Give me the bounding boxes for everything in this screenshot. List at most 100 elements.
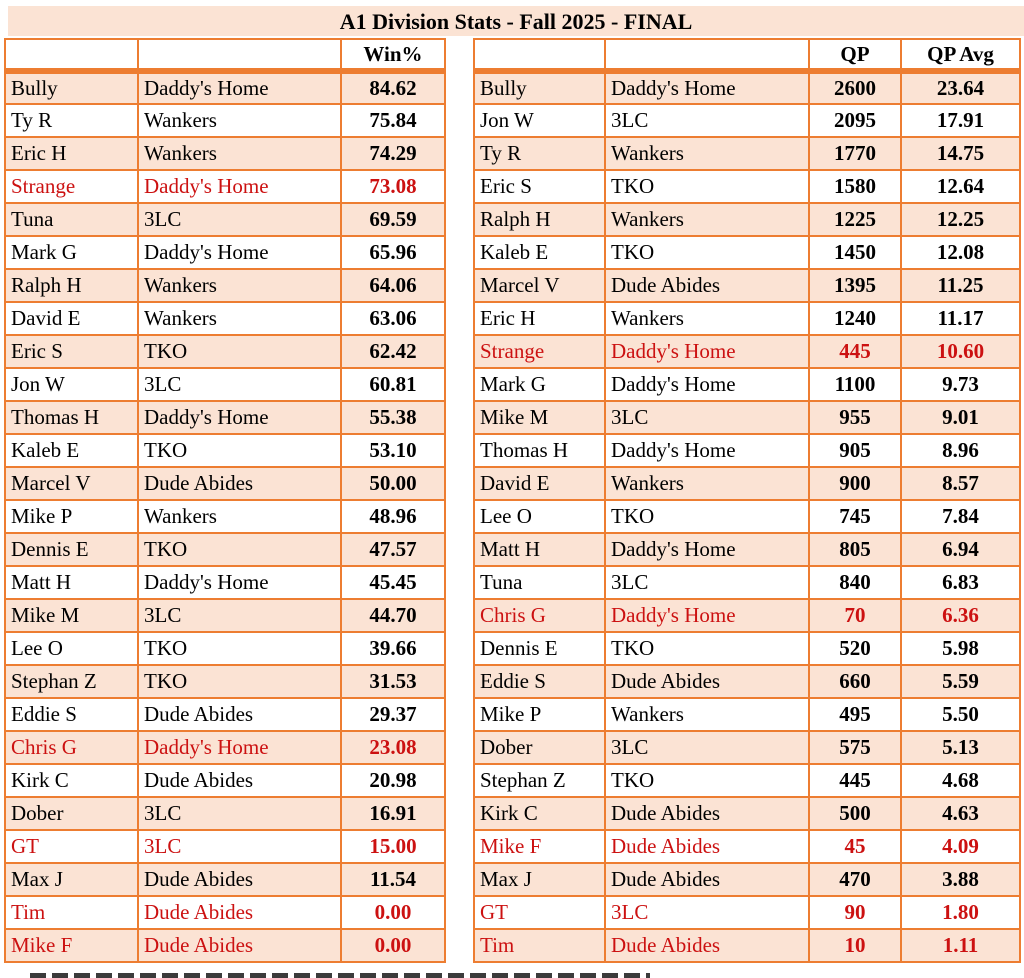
winpct-table-row: Chris G Daddy's Home 23.08	[4, 730, 446, 765]
player-name-cell: GT	[4, 829, 139, 864]
player-name-cell: Tim	[473, 928, 606, 963]
winpct-value-cell: 64.06	[340, 268, 446, 303]
team-name-cell: 3LC	[137, 829, 342, 864]
qp-avg-cell: 7.84	[900, 499, 1021, 534]
team-name-cell: Daddy's Home	[604, 532, 810, 567]
team-name-cell: TKO	[137, 631, 342, 666]
qp-table-row: Kaleb E TKO 1450 12.08	[473, 235, 1021, 270]
winpct-value-cell: 73.08	[340, 169, 446, 204]
team-name-cell: Wankers	[137, 301, 342, 336]
qp-value-cell: 1395	[808, 268, 902, 303]
qp-value-cell: 520	[808, 631, 902, 666]
team-name-cell: Dude Abides	[604, 829, 810, 864]
page-title: A1 Division Stats - Fall 2025 - FINAL	[339, 9, 693, 34]
qp-value-cell: 1580	[808, 169, 902, 204]
team-name-cell: TKO	[137, 334, 342, 369]
qp-table-row: Bully Daddy's Home 2600 23.64	[473, 70, 1021, 105]
qp-value-cell: 10	[808, 928, 902, 963]
qp-avg-cell: 5.98	[900, 631, 1021, 666]
qp-table-row: Mark G Daddy's Home 1100 9.73	[473, 367, 1021, 402]
qp-avg-cell: 5.59	[900, 664, 1021, 699]
qp-avg-cell: 3.88	[900, 862, 1021, 897]
winpct-header-name	[4, 38, 139, 74]
winpct-table-row: Tim Dude Abides 0.00	[4, 895, 446, 930]
winpct-table-row: Stephan Z TKO 31.53	[4, 664, 446, 699]
player-name-cell: Ralph H	[4, 268, 139, 303]
qp-table-row: Stephan Z TKO 445 4.68	[473, 763, 1021, 798]
winpct-table-row: Matt H Daddy's Home 45.45	[4, 565, 446, 600]
player-name-cell: Matt H	[4, 565, 139, 600]
team-name-cell: Dude Abides	[137, 466, 342, 501]
player-name-cell: Kaleb E	[473, 235, 606, 270]
player-name-cell: David E	[4, 301, 139, 336]
winpct-value-cell: 31.53	[340, 664, 446, 699]
team-name-cell: Wankers	[137, 103, 342, 138]
winpct-value-cell: 69.59	[340, 202, 446, 237]
winpct-value-cell: 23.08	[340, 730, 446, 765]
qp-avg-cell: 6.83	[900, 565, 1021, 600]
qp-table-row: Tim Dude Abides 10 1.11	[473, 928, 1021, 963]
qp-value-cell: 1225	[808, 202, 902, 237]
player-name-cell: Max J	[4, 862, 139, 897]
winpct-table-row: Kirk C Dude Abides 20.98	[4, 763, 446, 798]
player-name-cell: Mike F	[4, 928, 139, 963]
player-name-cell: Lee O	[473, 499, 606, 534]
qp-avg-cell: 12.64	[900, 169, 1021, 204]
winpct-value-cell: 48.96	[340, 499, 446, 534]
team-name-cell: Dude Abides	[604, 928, 810, 963]
team-name-cell: Daddy's Home	[604, 367, 810, 402]
player-name-cell: Matt H	[473, 532, 606, 567]
qp-value-cell: 1450	[808, 235, 902, 270]
winpct-table-row: Kaleb E TKO 53.10	[4, 433, 446, 468]
player-name-cell: Eddie S	[4, 697, 139, 732]
team-name-cell: Daddy's Home	[604, 334, 810, 369]
qp-value-cell: 575	[808, 730, 902, 765]
qp-value-cell: 840	[808, 565, 902, 600]
winpct-value-cell: 0.00	[340, 928, 446, 963]
qp-avg-cell: 10.60	[900, 334, 1021, 369]
qp-table-header-row: QP QP Avg	[473, 38, 1021, 74]
qp-value-cell: 2600	[808, 70, 902, 105]
winpct-value-cell: 45.45	[340, 565, 446, 600]
qp-value-cell: 445	[808, 763, 902, 798]
qp-avg-cell: 1.80	[900, 895, 1021, 930]
player-name-cell: Mike F	[473, 829, 606, 864]
player-name-cell: Jon W	[473, 103, 606, 138]
player-name-cell: Tuna	[473, 565, 606, 600]
qp-header-qp-avg: QP Avg	[900, 38, 1021, 74]
qp-value-cell: 90	[808, 895, 902, 930]
qp-table-row: Eric S TKO 1580 12.64	[473, 169, 1021, 204]
qp-avg-cell: 6.36	[900, 598, 1021, 633]
player-name-cell: Strange	[473, 334, 606, 369]
team-name-cell: Dude Abides	[604, 664, 810, 699]
player-name-cell: Tim	[4, 895, 139, 930]
winpct-value-cell: 50.00	[340, 466, 446, 501]
player-name-cell: Dober	[473, 730, 606, 765]
team-name-cell: Wankers	[137, 268, 342, 303]
player-name-cell: GT	[473, 895, 606, 930]
winpct-table-row: Lee O TKO 39.66	[4, 631, 446, 666]
player-name-cell: Ty R	[473, 136, 606, 171]
qp-value-cell: 905	[808, 433, 902, 468]
winpct-table-row: GT 3LC 15.00	[4, 829, 446, 864]
team-name-cell: Dude Abides	[137, 697, 342, 732]
team-name-cell: Dude Abides	[137, 763, 342, 798]
team-name-cell: 3LC	[137, 796, 342, 831]
qp-table-row: Ty R Wankers 1770 14.75	[473, 136, 1021, 171]
team-name-cell: TKO	[604, 235, 810, 270]
player-name-cell: Ralph H	[473, 202, 606, 237]
team-name-cell: Daddy's Home	[604, 598, 810, 633]
team-name-cell: 3LC	[137, 367, 342, 402]
player-name-cell: Mike M	[4, 598, 139, 633]
player-name-cell: Strange	[4, 169, 139, 204]
qp-table-row: Mike F Dude Abides 45 4.09	[473, 829, 1021, 864]
qp-avg-cell: 11.17	[900, 301, 1021, 336]
winpct-value-cell: 62.42	[340, 334, 446, 369]
player-name-cell: Eric H	[473, 301, 606, 336]
winpct-value-cell: 74.29	[340, 136, 446, 171]
winpct-table-row: Ralph H Wankers 64.06	[4, 268, 446, 303]
player-name-cell: Bully	[473, 70, 606, 105]
winpct-value-cell: 60.81	[340, 367, 446, 402]
team-name-cell: Wankers	[604, 301, 810, 336]
qp-table-row: Ralph H Wankers 1225 12.25	[473, 202, 1021, 237]
